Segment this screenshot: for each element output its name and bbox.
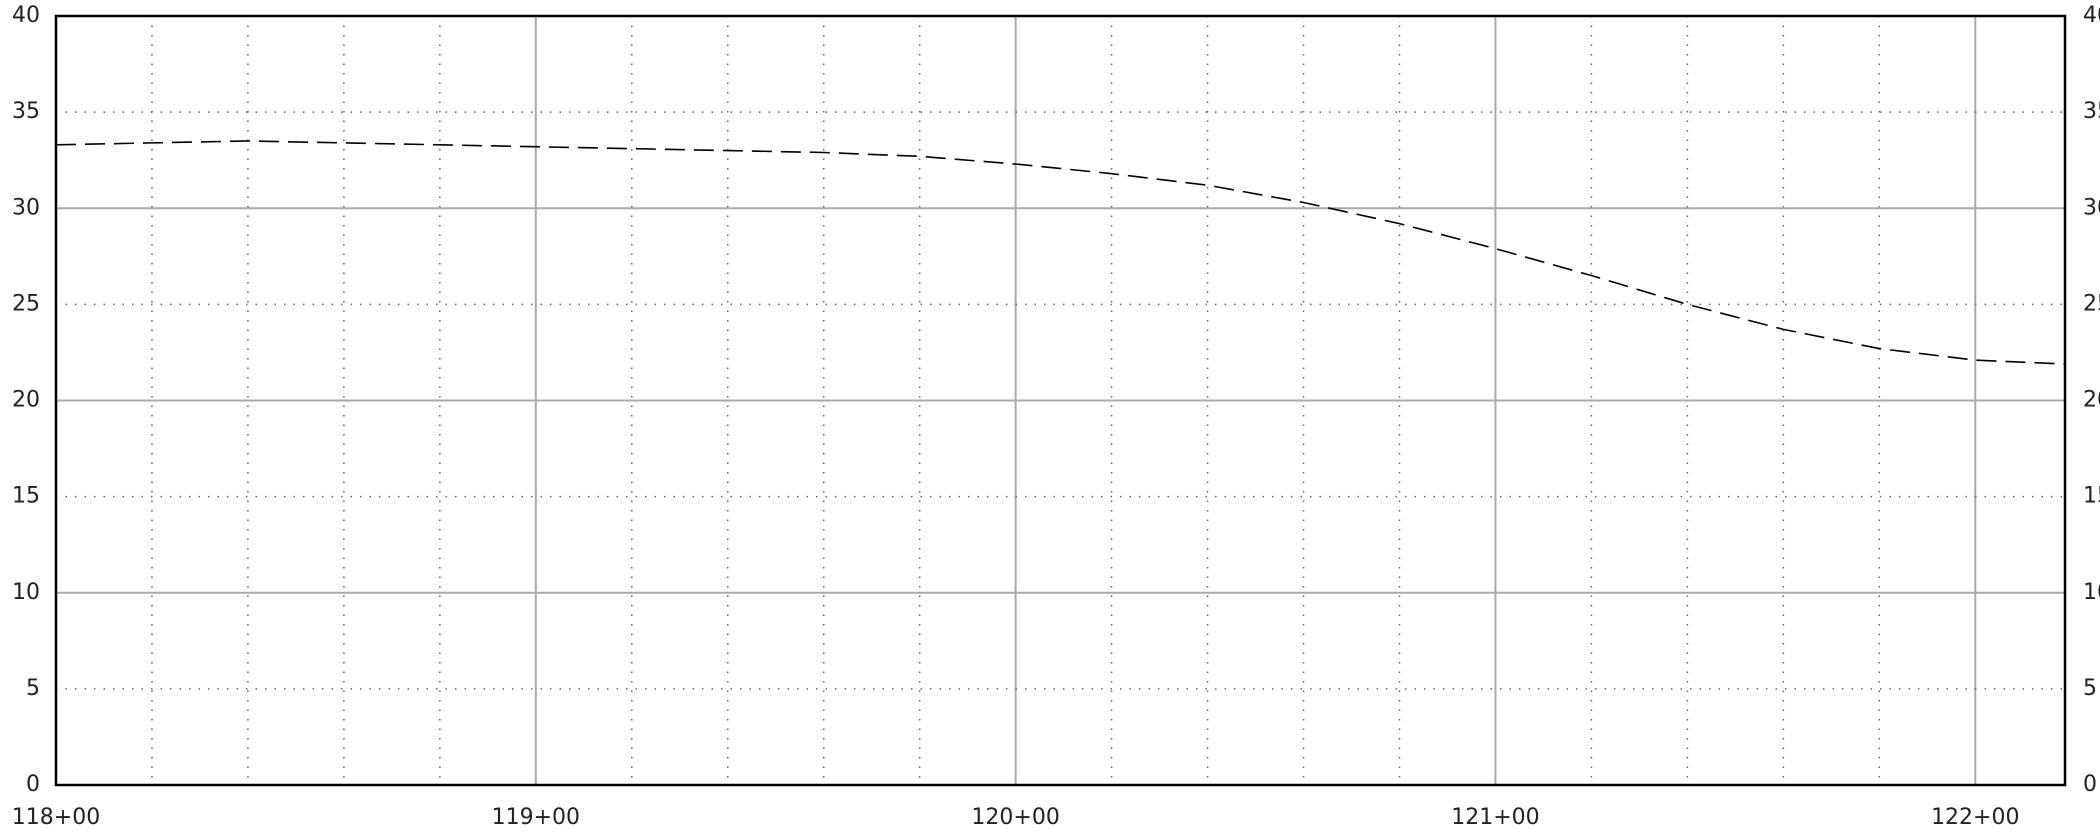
y2-tick-label: 30 — [2083, 195, 2100, 220]
y-tick-label: 20 — [12, 388, 40, 413]
plot-frame — [54, 14, 2067, 787]
x-tick-label: 118+00 — [12, 805, 100, 830]
y-tick-label: 0 — [26, 772, 40, 797]
profile-line — [55, 140, 2066, 365]
y2-tick-label: 25 — [2083, 291, 2100, 316]
y2-tick-label: 10 — [2083, 580, 2100, 605]
x-tick-label: 119+00 — [492, 805, 580, 830]
y2-tick-label: 20 — [2083, 388, 2100, 413]
y-tick-label: 35 — [12, 99, 40, 124]
y2-tick-label: 15 — [2083, 484, 2100, 509]
y-tick-label: 15 — [12, 484, 40, 509]
y2-tick-label: 0 — [2083, 772, 2097, 797]
y2-tick-label: 5 — [2083, 676, 2097, 701]
y2-tick-label: 40 — [2083, 3, 2100, 28]
y2-tick-label: 35 — [2083, 99, 2100, 124]
x-tick-label: 121+00 — [1451, 805, 1539, 830]
y-tick-label: 30 — [12, 195, 40, 220]
y-tick-label: 25 — [12, 291, 40, 316]
y-tick-label: 5 — [26, 676, 40, 701]
y-tick-label: 10 — [12, 580, 40, 605]
y-tick-label: 40 — [12, 3, 40, 28]
x-tick-label: 120+00 — [971, 805, 1059, 830]
x-tick-label: 122+00 — [1931, 805, 2019, 830]
